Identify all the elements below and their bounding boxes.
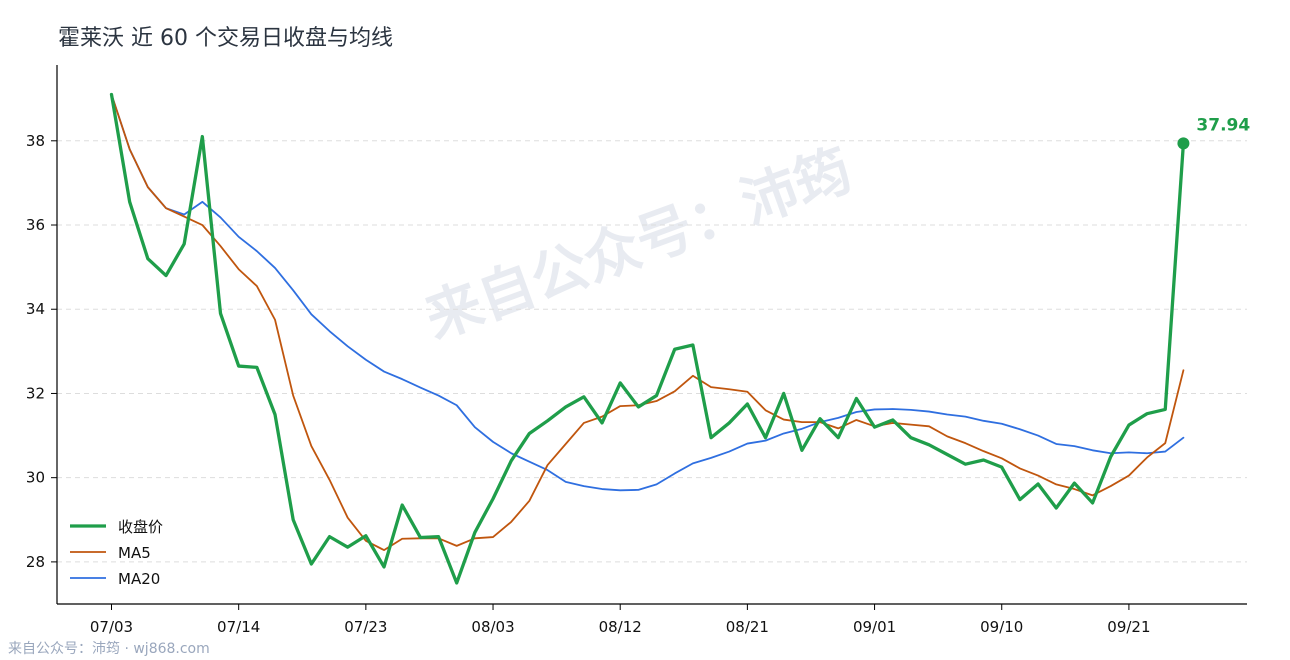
x-tick-label: 08/21 xyxy=(726,618,769,636)
ma5-line xyxy=(110,93,1185,551)
x-tick-label: 09/10 xyxy=(980,618,1023,636)
x-tick-label: 09/01 xyxy=(853,618,896,636)
y-tick-label: 28 xyxy=(26,553,45,571)
axes xyxy=(56,65,1247,605)
y-tick-label: 36 xyxy=(26,216,45,234)
axis-ticks: 28 30 32 34 36 38 07/03 07/14 07/23 08/03 08/12 08/… xyxy=(26,132,1151,636)
legend-label-close: 收盘价 xyxy=(118,518,163,536)
legend-label-ma20: MA20 xyxy=(118,570,160,588)
ma20-line xyxy=(110,93,1185,492)
close-price-line xyxy=(109,92,1186,585)
gridlines xyxy=(57,140,1247,563)
y-tick-label: 30 xyxy=(26,469,45,487)
y-tick-label: 34 xyxy=(26,300,45,318)
y-tick-label: 38 xyxy=(26,132,45,150)
footer-credit: 来自公众号：沛筠 · wj868.com xyxy=(8,641,210,657)
chart-title: 霍莱沃 近 60 个交易日收盘与均线 xyxy=(58,26,393,51)
x-tick-label: 09/21 xyxy=(1107,618,1150,636)
x-tick-label: 08/12 xyxy=(599,618,642,636)
last-close-marker xyxy=(1177,137,1190,150)
legend: 收盘价 MA5 MA20 xyxy=(70,518,163,588)
x-tick-label: 07/03 xyxy=(90,618,133,636)
last-point: 37.94 xyxy=(1177,115,1250,150)
last-close-label: 37.94 xyxy=(1196,115,1250,135)
x-tick-label: 08/03 xyxy=(471,618,514,636)
y-tick-label: 32 xyxy=(26,384,45,402)
x-tick-label: 07/23 xyxy=(344,618,387,636)
watermark-text: 来自公众号：沛筠 xyxy=(417,137,860,351)
legend-label-ma5: MA5 xyxy=(118,544,151,562)
x-tick-label: 07/14 xyxy=(217,618,260,636)
series-lines xyxy=(109,92,1186,585)
